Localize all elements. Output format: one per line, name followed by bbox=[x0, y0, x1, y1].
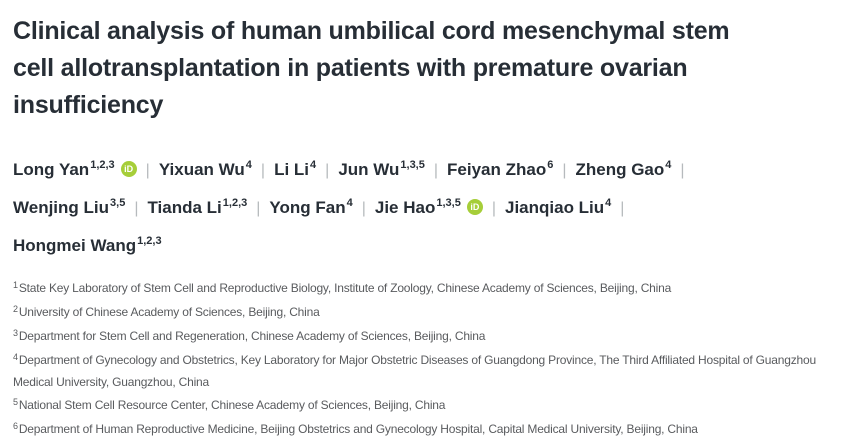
affiliation-item: 6Department of Human Reproductive Medici… bbox=[13, 419, 845, 441]
affiliation-item: 2University of Chinese Academy of Scienc… bbox=[13, 302, 845, 324]
affiliation-number: 3 bbox=[13, 328, 18, 338]
author-entry: Jie Hao1,3,5 iD | bbox=[374, 197, 505, 217]
affiliation-number: 5 bbox=[13, 397, 18, 407]
affiliation-text: University of Chinese Academy of Science… bbox=[18, 305, 320, 319]
affiliation-text: Department for Stem Cell and Regeneratio… bbox=[18, 329, 486, 343]
affiliation-text: Department of Human Reproductive Medicin… bbox=[18, 422, 698, 436]
author-row: Wenjing Liu3,5 | Tianda Li1,2,3 | Yong Fan4 |… bbox=[13, 190, 845, 228]
affiliation-text: National Stem Cell Resource Center, Chin… bbox=[18, 398, 446, 412]
title-line-1: Clinical analysis of human umbilical cor… bbox=[13, 17, 730, 45]
author-separator: | bbox=[562, 162, 567, 179]
author-affiliation-numbers: 1,2,3 bbox=[137, 235, 162, 247]
affiliation-number: 6 bbox=[13, 421, 18, 431]
author-affiliation-numbers: 4 bbox=[245, 159, 252, 171]
author-separator: | bbox=[620, 200, 625, 217]
author-separator: | bbox=[680, 162, 685, 179]
author-affiliation-numbers: 4 bbox=[665, 159, 672, 171]
author-name[interactable]: Feiyan Zhao bbox=[447, 160, 547, 179]
author-name[interactable]: Yong Fan bbox=[269, 198, 346, 217]
affiliation-number: 2 bbox=[13, 304, 18, 314]
author-separator: | bbox=[433, 162, 439, 179]
author-name[interactable]: Jianqiao Liu bbox=[504, 198, 605, 217]
author-list: Long Yan1,2,3 iD | Yixuan Wu4 | Li Li4 | Jun Wu… bbox=[13, 152, 845, 266]
affiliation-item: 3Department for Stem Cell and Regenerati… bbox=[13, 326, 845, 348]
author-entry: Yixuan Wu4 | bbox=[158, 159, 274, 179]
author-separator: | bbox=[260, 162, 266, 179]
author-name[interactable]: Long Yan bbox=[13, 160, 90, 179]
author-name[interactable]: Jie Hao bbox=[374, 198, 436, 217]
author-row: Hongmei Wang1,2,3 bbox=[13, 228, 845, 266]
author-separator: | bbox=[325, 162, 330, 179]
affiliation-item: 1State Key Laboratory of Stem Cell and R… bbox=[13, 278, 845, 300]
author-entry: Li Li4 | bbox=[274, 159, 338, 179]
author-name[interactable]: Hongmei Wang bbox=[13, 236, 137, 255]
author-name[interactable]: Jun Wu bbox=[338, 160, 400, 179]
affiliation-list: 1State Key Laboratory of Stem Cell and R… bbox=[13, 278, 845, 441]
title-line-2: cell allotransplantation in patients wit… bbox=[13, 54, 688, 82]
author-separator: | bbox=[361, 200, 366, 217]
author-entry: Zheng Gao4 | bbox=[575, 159, 693, 179]
author-affiliation-numbers: 3,5 bbox=[110, 197, 126, 209]
author-affiliation-numbers: 1,2,3 bbox=[222, 197, 248, 209]
author-name[interactable]: Yixuan Wu bbox=[158, 160, 245, 179]
author-separator: | bbox=[145, 162, 150, 179]
author-affiliation-numbers: 4 bbox=[310, 159, 317, 171]
author-name[interactable]: Zheng Gao bbox=[575, 160, 665, 179]
author-entry: Hongmei Wang1,2,3 bbox=[13, 235, 162, 255]
author-entry: Jun Wu1,3,5 | bbox=[338, 159, 447, 179]
affiliation-item: 5National Stem Cell Resource Center, Chi… bbox=[13, 395, 845, 417]
orcid-icon[interactable]: iD bbox=[466, 198, 483, 215]
affiliation-text: State Key Laboratory of Stem Cell and Re… bbox=[18, 281, 672, 295]
author-separator: | bbox=[134, 200, 139, 217]
affiliation-item: 4Department of Gynecology and Obstetrics… bbox=[13, 350, 845, 393]
affiliation-number: 1 bbox=[13, 280, 18, 290]
affiliation-text: Department of Gynecology and Obstetrics,… bbox=[13, 353, 816, 389]
article-title: Clinical analysis of human umbilical cor… bbox=[13, 13, 845, 124]
author-affiliation-numbers: 1,2,3 bbox=[90, 159, 115, 171]
author-entry: Yong Fan4 | bbox=[269, 197, 374, 217]
author-affiliation-numbers: 1,3,5 bbox=[400, 159, 425, 171]
author-separator: | bbox=[256, 200, 261, 217]
author-row: Long Yan1,2,3 iD | Yixuan Wu4 | Li Li4 | Jun Wu… bbox=[13, 152, 845, 190]
author-entry: Jianqiao Liu4 | bbox=[504, 197, 633, 217]
orcid-icon[interactable]: iD bbox=[120, 160, 137, 177]
author-separator: | bbox=[491, 200, 496, 217]
author-entry: Long Yan1,2,3 iD | bbox=[13, 159, 159, 179]
title-line-3: insufficiency bbox=[13, 91, 164, 119]
author-name[interactable]: Tianda Li bbox=[147, 198, 222, 217]
author-affiliation-numbers: 1,3,5 bbox=[436, 197, 461, 209]
author-entry: Feiyan Zhao6 | bbox=[447, 159, 575, 179]
author-entry: Wenjing Liu3,5 | bbox=[13, 197, 147, 217]
author-name[interactable]: Wenjing Liu bbox=[13, 198, 110, 217]
author-affiliation-numbers: 4 bbox=[346, 197, 353, 209]
author-entry: Tianda Li1,2,3 | bbox=[147, 197, 269, 217]
author-name[interactable]: Li Li bbox=[274, 160, 310, 179]
author-affiliation-numbers: 4 bbox=[605, 197, 612, 209]
article-header: Clinical analysis of human umbilical cor… bbox=[13, 13, 845, 436]
author-affiliation-numbers: 6 bbox=[547, 159, 554, 171]
affiliation-number: 4 bbox=[13, 352, 18, 362]
